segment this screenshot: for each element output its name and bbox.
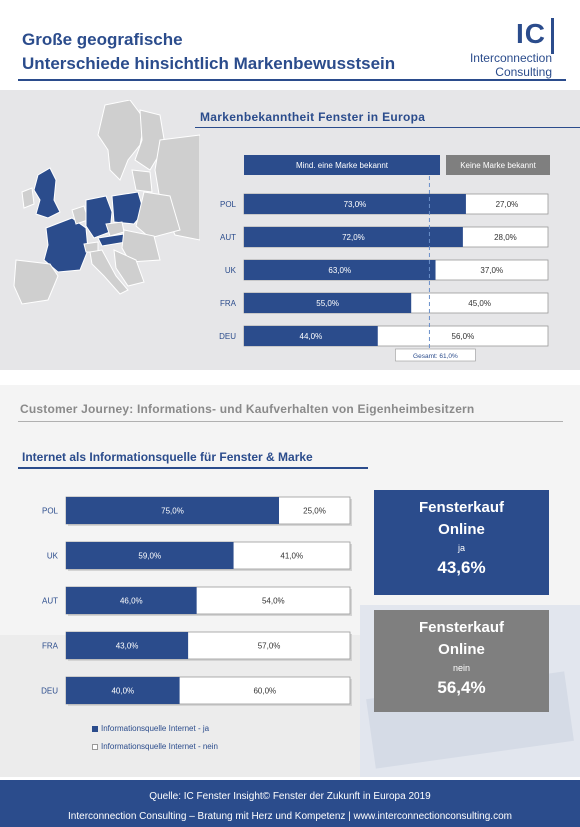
map-iberia xyxy=(13,259,59,305)
footer: Quelle: IC Fenster Insight© Fenster der … xyxy=(0,780,580,827)
page-title-line1: Große geografische xyxy=(22,30,183,49)
logo-line2: Consulting xyxy=(495,65,552,79)
legend-unknown: Keine Marke bekannt xyxy=(446,155,550,175)
brand-awareness-title: Markenbekanntheit Fenster in Europa xyxy=(200,110,426,124)
brand-awareness-chart: POL 73,0% 27,0% AUT 72,0% 28,0% UK 63,0% 37,0% FR… xyxy=(219,176,549,362)
logo-letters: IC xyxy=(516,18,546,49)
kpi-yes-title1: Fensterkauf xyxy=(418,499,505,516)
footer-contact[interactable]: Interconnection Consulting – Bratung mit… xyxy=(68,811,512,822)
customer-journey-underline xyxy=(18,421,563,422)
europe-map xyxy=(13,100,200,305)
kpi-no-sub: nein xyxy=(452,663,470,673)
kpi-online-no: Fensterkauf Online nein 56,4% xyxy=(374,610,549,712)
map-uk xyxy=(33,167,61,219)
category-label-fra: FRA xyxy=(220,299,237,308)
internet-source-title: Internet als Informationsquelle für Fens… xyxy=(22,450,313,464)
data-label-uk-no: 37,0% xyxy=(480,266,503,275)
bar-uk-yes xyxy=(244,260,436,280)
page-title-line2: Unterschiede hinsichtlich Markenbewussts… xyxy=(22,54,396,73)
category-label-aut: AUT xyxy=(220,233,236,242)
category-label-uk: UK xyxy=(225,266,237,275)
map-scandinavia xyxy=(97,100,146,181)
logo-frame xyxy=(514,18,554,54)
legend-internet-no: Informationsquelle Internet - nein xyxy=(92,742,218,751)
bar-fra-yes xyxy=(244,293,412,313)
logo-line1: Interconnection xyxy=(469,51,552,65)
header-divider xyxy=(18,79,566,81)
legend-no-swatch xyxy=(92,743,98,750)
kpi-no-title2: Online xyxy=(438,641,485,658)
bar-aut-yes xyxy=(244,227,463,247)
map-ireland xyxy=(21,187,35,209)
kpi-no-value: 56,4% xyxy=(437,678,486,697)
kpi-yes-title2: Online xyxy=(438,521,485,538)
map-baltics xyxy=(131,169,153,193)
data-label-pol-yes: 73,0% xyxy=(344,200,367,209)
bar-pol-yes xyxy=(244,194,466,214)
legend-yes-swatch xyxy=(92,725,98,732)
data-label-fra-no: 45,0% xyxy=(468,299,491,308)
map-belarus-ukraine xyxy=(135,191,181,239)
footer-source: Quelle: IC Fenster Insight© Fenster der … xyxy=(149,791,431,802)
kpi-yes-value: 43,6% xyxy=(437,558,486,577)
map-balkans xyxy=(113,249,145,287)
customer-journey-title: Customer Journey: Informations- und Kauf… xyxy=(20,402,475,416)
data-label-deu-yes: 44,0% xyxy=(300,332,323,341)
page-title: Große geografische Unterschiede hinsicht… xyxy=(22,28,395,76)
total-label-box xyxy=(395,348,476,362)
category-label-deu: DEU xyxy=(219,332,236,341)
kpi-no-title1: Fensterkauf xyxy=(418,619,505,636)
category-label-pol: POL xyxy=(220,200,237,209)
kpi-yes-sub: ja xyxy=(457,543,465,553)
internet-source-underline xyxy=(18,467,368,469)
bar-deu-yes xyxy=(244,326,378,346)
data-label-deu-no: 56,0% xyxy=(452,332,475,341)
map-italy xyxy=(89,249,129,295)
legend-no-label: Informationsquelle Internet - nein xyxy=(101,742,218,751)
data-label-uk-yes: 63,0% xyxy=(328,266,351,275)
kpi-online-yes: Fensterkauf Online ja 43,6% xyxy=(374,490,549,595)
header: Große geografische Unterschiede hinsicht… xyxy=(0,0,580,88)
brand-awareness-title-underline xyxy=(195,127,580,128)
company-logo: IC Interconnection Consulting xyxy=(448,18,558,79)
data-label-aut-yes: 72,0% xyxy=(342,233,365,242)
data-label-fra-yes: 55,0% xyxy=(316,299,339,308)
data-label-aut-no: 28,0% xyxy=(494,233,517,242)
legend-known: Mind. eine Marke bekannt xyxy=(244,155,440,175)
legend-yes-label: Informationsquelle Internet - ja xyxy=(101,724,210,733)
legend-internet-yes: Informationsquelle Internet - ja xyxy=(92,724,209,733)
data-label-pol-no: 27,0% xyxy=(496,200,519,209)
map-hungary-romania xyxy=(121,229,161,263)
total-label: Gesamt: 61,0% xyxy=(413,353,458,360)
